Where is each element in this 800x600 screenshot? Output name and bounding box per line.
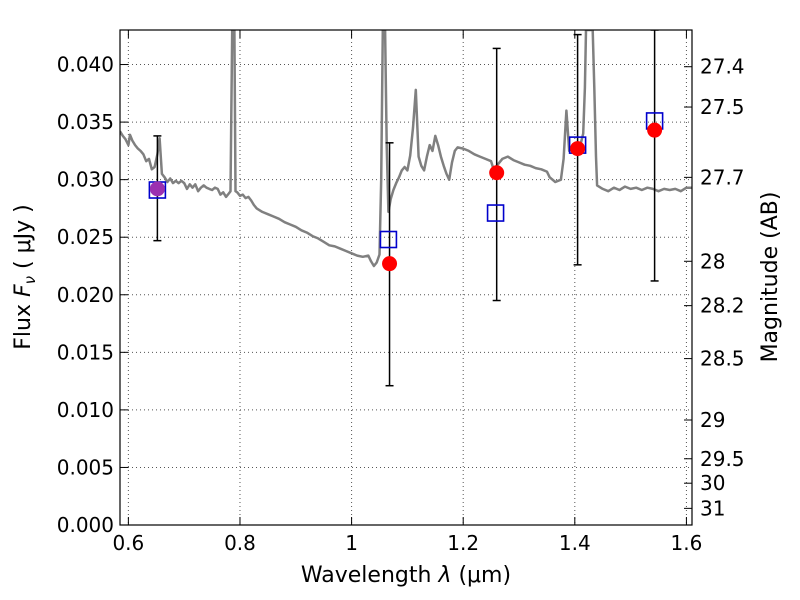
- y-tick-label: 0.010: [57, 398, 114, 422]
- x-tick-label: 1.2: [447, 531, 479, 555]
- y-tick-label: 0.005: [57, 455, 114, 479]
- y2-tick-label: 29: [700, 408, 725, 432]
- y2-tick-label: 31: [700, 496, 725, 520]
- x-tick-label: 1.6: [671, 531, 703, 555]
- data-markers: [148, 112, 664, 272]
- model-square-marker: [379, 230, 398, 249]
- y2-tick-label: 28: [700, 249, 725, 273]
- y2-tick-label: 28.5: [700, 347, 745, 371]
- observed-circle-marker: [149, 181, 165, 197]
- error-bars: [153, 30, 659, 387]
- y-tick-label: 0.015: [57, 340, 114, 364]
- y2-axis-label: Magnitude (AB): [758, 192, 783, 363]
- x-tick-label: 0.6: [112, 531, 144, 555]
- y-tick-label: 0.025: [57, 225, 114, 249]
- y-axis-label: Flux Fν ( μJy ): [11, 204, 39, 349]
- x-tick-label: 0.8: [224, 531, 256, 555]
- y2-tick-label: 27.7: [700, 165, 745, 189]
- y2-tick-label: 27.4: [700, 55, 745, 79]
- x-axis-ticks: 0.6 0.8 1 1.2 1.4 1.6: [112, 30, 702, 555]
- y2-tick-label: 28.2: [700, 294, 745, 318]
- y2-tick-label: 27.5: [700, 95, 745, 119]
- y-tick-label: 0.020: [57, 283, 114, 307]
- y-tick-label: 0.030: [57, 168, 114, 192]
- observed-circle-marker: [570, 141, 586, 157]
- y-tick-label: 0.000: [57, 513, 114, 537]
- grid-lines: [120, 30, 692, 526]
- observed-circle-marker: [489, 165, 505, 181]
- observed-circle-marker: [647, 122, 663, 138]
- spectrum-path: [120, 30, 692, 268]
- spectrum-line: [120, 30, 692, 268]
- y-axis-ticks: 0.000 0.005 0.010 0.015 0.020 0.025 0.030 0.035…: [57, 53, 128, 537]
- y-tick-label: 0.040: [57, 53, 114, 77]
- x-tick-label: 1.4: [559, 531, 591, 555]
- x-tick-label: 1: [345, 531, 358, 555]
- y2-tick-label: 29.5: [700, 447, 745, 471]
- model-square-marker: [486, 204, 505, 222]
- observed-circle-marker: [382, 256, 398, 272]
- x-axis-label: Wavelength λ (μm): [301, 563, 511, 588]
- y-tick-label: 0.035: [57, 110, 114, 134]
- y2-tick-label: 30: [700, 471, 725, 495]
- plot-frame: [119, 29, 693, 526]
